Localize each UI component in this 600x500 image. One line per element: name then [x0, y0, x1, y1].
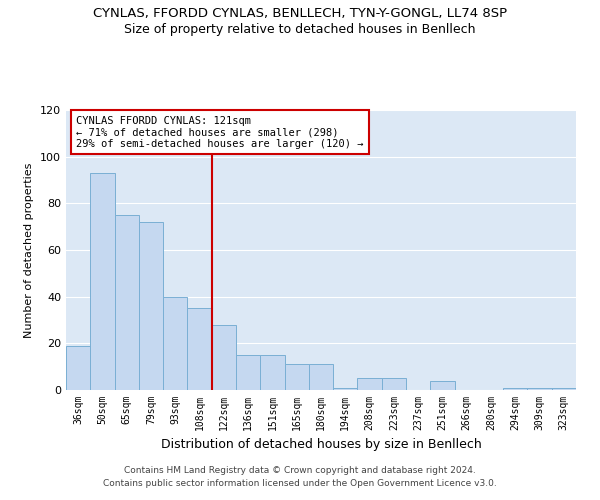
Bar	[430, 380, 455, 390]
Bar	[382, 378, 406, 390]
Bar	[309, 364, 333, 390]
Bar	[527, 388, 552, 390]
Bar	[212, 324, 236, 390]
Y-axis label: Number of detached properties: Number of detached properties	[25, 162, 34, 338]
Bar	[66, 346, 90, 390]
Text: CYNLAS, FFORDD CYNLAS, BENLLECH, TYN-Y-GONGL, LL74 8SP: CYNLAS, FFORDD CYNLAS, BENLLECH, TYN-Y-G…	[93, 8, 507, 20]
Bar	[90, 173, 115, 390]
Text: Size of property relative to detached houses in Benllech: Size of property relative to detached ho…	[124, 22, 476, 36]
Bar	[333, 388, 358, 390]
Text: CYNLAS FFORDD CYNLAS: 121sqm
← 71% of detached houses are smaller (298)
29% of s: CYNLAS FFORDD CYNLAS: 121sqm ← 71% of de…	[76, 116, 364, 149]
Bar	[260, 355, 284, 390]
Bar	[503, 388, 527, 390]
Text: Contains HM Land Registry data © Crown copyright and database right 2024.
Contai: Contains HM Land Registry data © Crown c…	[103, 466, 497, 487]
Bar	[187, 308, 212, 390]
Bar	[552, 388, 576, 390]
X-axis label: Distribution of detached houses by size in Benllech: Distribution of detached houses by size …	[161, 438, 481, 452]
Bar	[236, 355, 260, 390]
Bar	[284, 364, 309, 390]
Bar	[139, 222, 163, 390]
Bar	[115, 215, 139, 390]
Bar	[358, 378, 382, 390]
Bar	[163, 296, 187, 390]
